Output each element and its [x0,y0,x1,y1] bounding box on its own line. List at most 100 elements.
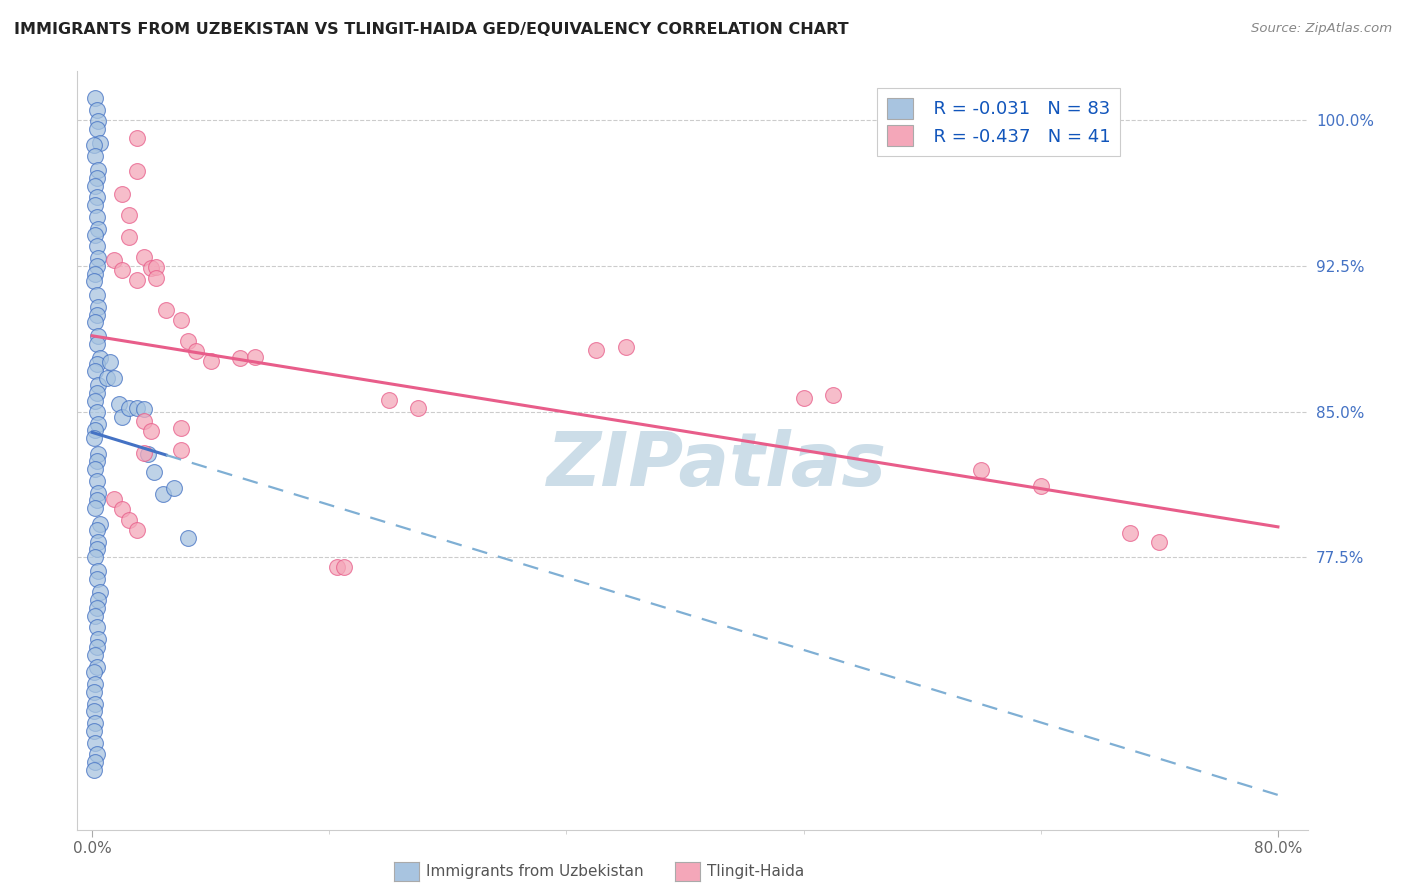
Point [86,640,108,654]
Point [86,103,108,117]
Point [87,251,110,265]
Point [132,401,155,416]
Point [84,501,107,516]
Point [823,388,845,402]
Point [111,263,134,277]
Point [132,413,155,427]
Point [83,137,105,152]
Point [125,131,148,145]
Point [86,523,108,537]
Point [86,259,108,273]
Point [118,230,141,244]
Point [89,585,111,599]
Point [614,340,637,354]
Point [86,474,108,488]
Point [83,763,105,777]
Point [132,446,155,460]
Point [86,122,108,136]
Point [84,462,107,476]
Point [184,343,207,358]
Point [84,178,107,193]
Point [84,198,107,212]
Point [111,502,134,516]
Point [229,351,252,365]
Point [325,560,347,574]
Point [86,493,108,508]
Point [155,302,177,317]
Point [83,665,105,680]
Point [132,251,155,265]
Point [108,397,131,411]
Point [87,378,110,392]
Point [84,608,107,623]
Point [84,91,107,105]
Point [793,391,815,405]
Point [377,392,399,407]
Point [141,260,163,275]
Text: Tlingit-Haida: Tlingit-Haida [707,864,804,879]
Point [138,447,160,461]
Point [89,351,111,365]
Point [83,274,105,288]
Point [89,516,111,531]
Point [141,424,163,438]
Point [145,260,167,275]
Point [163,481,186,495]
Point [87,329,110,343]
Point [87,114,110,128]
Point [84,756,107,770]
Point [84,227,107,242]
Point [118,208,141,222]
Point [84,648,107,662]
Point [118,401,141,415]
Point [125,401,148,416]
Point [87,534,110,549]
Point [143,465,166,479]
Point [177,334,200,348]
Point [86,600,108,615]
Point [200,353,222,368]
Point [125,164,148,178]
Point [333,559,356,574]
Point [89,136,111,150]
Point [83,723,105,738]
Point [84,149,107,163]
Point [177,531,200,545]
Point [585,343,607,357]
Text: ZIPatlas: ZIPatlas [547,429,887,502]
Point [83,685,105,699]
Point [152,486,174,500]
Legend:   R = -0.031   N = 83,   R = -0.437   N = 41: R = -0.031 N = 83, R = -0.437 N = 41 [877,88,1121,156]
Point [1029,479,1052,493]
Point [1149,534,1171,549]
Point [96,370,118,384]
Point [87,485,110,500]
Point [86,405,108,419]
Point [84,267,107,281]
Text: Immigrants from Uzbekistan: Immigrants from Uzbekistan [426,864,644,879]
Point [86,747,108,762]
Point [170,421,193,435]
Point [83,704,105,718]
Point [84,364,107,378]
Text: IMMIGRANTS FROM UZBEKISTAN VS TLINGIT-HAIDA GED/EQUIVALENCY CORRELATION CHART: IMMIGRANTS FROM UZBEKISTAN VS TLINGIT-HA… [14,22,849,37]
Point [86,454,108,468]
Point [145,271,167,285]
Point [86,385,108,400]
Point [86,210,108,224]
Point [83,431,105,445]
Point [86,572,108,586]
Point [86,357,108,371]
Point [87,417,110,432]
Point [87,564,110,578]
Point [970,463,993,477]
Point [103,252,125,267]
Point [86,659,108,673]
Point [111,410,134,425]
Point [87,222,110,236]
Point [84,716,107,731]
Point [170,312,193,326]
Point [86,542,108,557]
Point [245,350,267,364]
Point [103,492,125,507]
